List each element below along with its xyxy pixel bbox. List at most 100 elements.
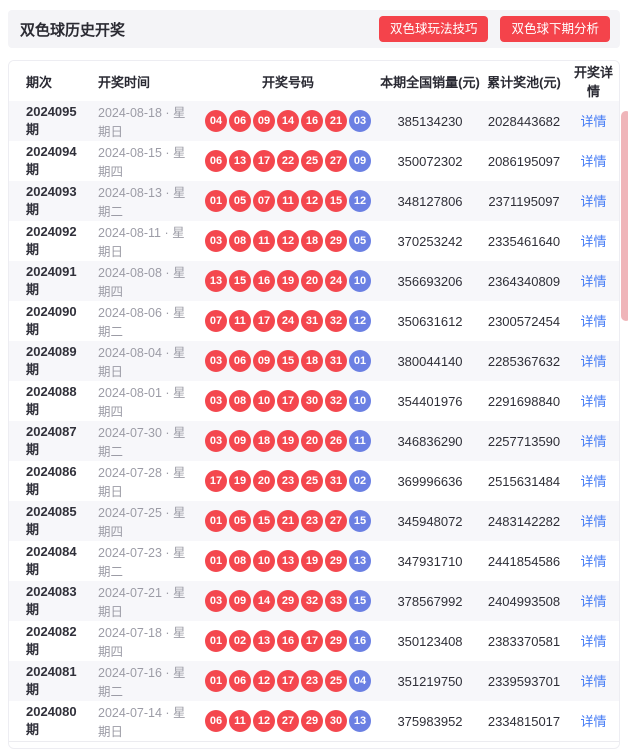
red-ball: 15 (277, 350, 299, 372)
jackpot-cell: 2515631484 (487, 473, 561, 489)
page-header: 双色球历史开奖 双色球玩法技巧 双色球下期分析 (8, 10, 620, 48)
red-ball: 24 (325, 270, 347, 292)
jackpot-cell: 2371195097 (488, 193, 560, 209)
period-cell: 2024093期 (26, 184, 77, 217)
red-ball: 30 (301, 390, 323, 412)
period-cell: 2024087期 (26, 424, 77, 457)
detail-link[interactable]: 详情 (580, 114, 607, 129)
draw-date-cell: 2024-08-08 · 星期四 (98, 266, 186, 299)
play-tips-button[interactable]: 双色球玩法技巧 (378, 15, 489, 43)
column-header-details: 开奖详情 (573, 65, 613, 99)
blue-ball: 12 (349, 310, 371, 332)
red-ball: 11 (253, 230, 275, 252)
detail-link[interactable]: 详情 (580, 514, 607, 529)
red-ball: 13 (277, 550, 299, 572)
detail-link[interactable]: 详情 (580, 554, 607, 569)
period-cell: 2024092期 (26, 224, 77, 257)
draw-numbers-cell: 01 05 15 21 23 27 15 (196, 510, 380, 532)
detail-link[interactable]: 详情 (580, 314, 607, 329)
blue-ball: 13 (349, 710, 371, 732)
draw-date-cell: 2024-07-18 · 星期四 (98, 626, 186, 659)
blue-ball: 12 (349, 190, 371, 212)
sales-cell: 345948072 (397, 513, 463, 529)
jackpot-cell: 2285367632 (487, 353, 561, 369)
red-ball: 14 (277, 110, 299, 132)
red-ball: 01 (205, 550, 227, 572)
red-ball: 20 (301, 430, 323, 452)
table-row: 2024094期 2024-08-15 · 星期四 06 13 17 22 25 27 09… (9, 141, 619, 181)
red-ball: 17 (205, 470, 227, 492)
red-ball: 19 (277, 430, 299, 452)
scrollbar-thumb[interactable] (621, 111, 628, 321)
period-cell: 2024084期 (26, 544, 77, 577)
red-ball: 06 (229, 670, 251, 692)
red-ball: 10 (253, 550, 275, 572)
blue-ball: 16 (349, 630, 371, 652)
detail-cell: 详情 (568, 391, 619, 411)
table-row: 2024092期 2024-08-11 · 星期日 03 08 11 12 18 29 05… (9, 221, 619, 261)
red-ball: 05 (229, 510, 251, 532)
next-draw-analysis-button[interactable]: 双色球下期分析 (500, 15, 610, 43)
red-ball: 12 (253, 710, 275, 732)
detail-link[interactable]: 详情 (580, 354, 607, 369)
draw-date-cell: 2024-08-15 · 星期四 (98, 146, 186, 179)
period-cell: 2024090期 (26, 304, 77, 337)
red-ball: 01 (205, 630, 227, 652)
period-cell: 2024080期 (26, 704, 77, 737)
draw-date-cell: 2024-07-25 · 星期四 (98, 506, 186, 539)
red-ball: 18 (301, 350, 323, 372)
red-ball: 32 (301, 590, 323, 612)
detail-link[interactable]: 详情 (580, 274, 607, 289)
sales-cell: 356693206 (397, 273, 463, 289)
draw-date-cell: 2024-07-28 · 星期日 (98, 466, 186, 499)
detail-cell: 详情 (568, 351, 619, 371)
period-cell: 2024082期 (26, 624, 77, 657)
table-header-row: 期次 开奖时间 开奖号码 本期全国销量(元) 累计奖池(元) 开奖详情 (9, 61, 619, 101)
blue-ball: 02 (349, 470, 371, 492)
detail-link[interactable]: 详情 (580, 434, 607, 449)
lottery-history-table: 期次 开奖时间 开奖号码 本期全国销量(元) 累计奖池(元) 开奖详情 2024… (8, 60, 620, 749)
detail-link[interactable]: 详情 (580, 154, 607, 169)
red-ball: 27 (325, 510, 347, 532)
detail-link[interactable]: 详情 (580, 714, 607, 729)
red-ball: 03 (205, 430, 227, 452)
red-ball: 08 (229, 230, 251, 252)
red-ball: 32 (325, 310, 347, 332)
red-ball: 07 (205, 310, 227, 332)
red-ball: 03 (205, 350, 227, 372)
table-body: 2024095期 2024-08-18 · 星期日 04 06 09 14 16 21 03… (9, 101, 619, 741)
red-ball: 07 (253, 190, 275, 212)
sales-cell: 347931710 (397, 553, 463, 569)
detail-link[interactable]: 详情 (580, 194, 607, 209)
table-row: 2024081期 2024-07-16 · 星期二 01 06 12 17 23 25 04… (9, 661, 619, 701)
red-ball: 11 (229, 310, 251, 332)
red-ball: 29 (325, 230, 347, 252)
detail-cell: 详情 (568, 151, 619, 171)
jackpot-cell: 2483142282 (487, 513, 561, 529)
detail-cell: 详情 (568, 231, 619, 251)
draw-date-cell: 2024-07-23 · 星期二 (98, 546, 186, 579)
blue-ball: 03 (349, 110, 371, 132)
red-ball: 01 (205, 670, 227, 692)
draw-date-cell: 2024-07-16 · 星期二 (98, 666, 186, 699)
blue-ball: 09 (349, 150, 371, 172)
red-ball: 21 (277, 510, 299, 532)
detail-link[interactable]: 详情 (580, 234, 607, 249)
red-ball: 03 (205, 590, 227, 612)
period-cell: 2024091期 (26, 264, 77, 297)
sales-cell: 380044140 (397, 353, 463, 369)
column-header-jackpot: 累计奖池(元) (487, 74, 561, 90)
detail-cell: 详情 (568, 111, 619, 131)
detail-link[interactable]: 详情 (580, 674, 607, 689)
table-row: 2024091期 2024-08-08 · 星期四 13 15 16 19 20 24 10… (9, 261, 619, 301)
detail-link[interactable]: 详情 (580, 474, 607, 489)
detail-link[interactable]: 详情 (580, 594, 607, 609)
detail-link[interactable]: 详情 (580, 634, 607, 649)
detail-cell: 详情 (568, 671, 619, 691)
draw-date-cell: 2024-08-06 · 星期二 (98, 306, 186, 339)
detail-link[interactable]: 详情 (580, 394, 607, 409)
jackpot-cell: 2086195097 (487, 153, 561, 169)
red-ball: 27 (277, 710, 299, 732)
detail-cell: 详情 (568, 511, 619, 531)
red-ball: 12 (277, 230, 299, 252)
